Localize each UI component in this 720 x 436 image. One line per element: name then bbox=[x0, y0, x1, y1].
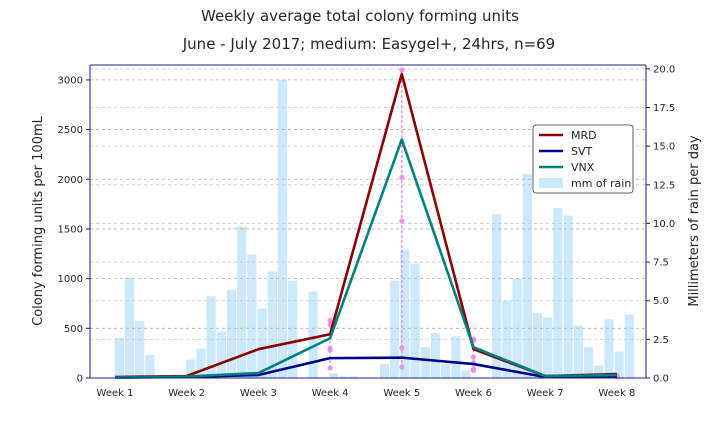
rain-bar bbox=[553, 207, 563, 378]
legend-label-svt: SVT bbox=[571, 145, 593, 158]
y2-axis-label: Millimeters of rain per day bbox=[687, 135, 702, 307]
x-tick-label: Week 4 bbox=[312, 388, 349, 399]
y-axis-label: Colony forming units per 100mL bbox=[31, 115, 46, 326]
rain-bar bbox=[624, 314, 634, 378]
rain-bar bbox=[522, 173, 532, 378]
y-tick-label: 2500 bbox=[58, 125, 83, 136]
sample-point bbox=[399, 345, 405, 351]
rain-bar bbox=[216, 331, 226, 378]
rain-bar bbox=[573, 325, 583, 378]
y-tick-label: 1000 bbox=[58, 274, 83, 285]
x-tick-label: Week 1 bbox=[97, 388, 134, 399]
rain-bar bbox=[124, 277, 135, 378]
x-tick-label: Week 8 bbox=[598, 388, 635, 399]
sample-point bbox=[399, 67, 405, 73]
legend-box bbox=[532, 124, 634, 194]
sample-point bbox=[399, 218, 405, 224]
legend: MRD SVT VNX mm of rain bbox=[532, 124, 634, 194]
rain-bar bbox=[308, 291, 318, 378]
y-tick-label: 3000 bbox=[58, 75, 83, 86]
rain-bar bbox=[247, 254, 257, 378]
y-tick-label: 2000 bbox=[58, 175, 83, 186]
y-tick-label: 500 bbox=[64, 324, 83, 335]
y2-tick-label: 7.5 bbox=[653, 258, 669, 269]
x-tick-label: Week 6 bbox=[455, 388, 492, 399]
plot-area: 0 500 1000 1500 2000 2500 3000 0.0 2.5 5.0 7.5 10.0… bbox=[58, 64, 676, 399]
rain-bar bbox=[441, 364, 451, 378]
x-tick-label: Week 5 bbox=[383, 388, 420, 399]
rain-bar bbox=[226, 289, 237, 378]
sample-point bbox=[399, 364, 405, 370]
rain-bar bbox=[267, 271, 277, 378]
x-tick-label: Week 3 bbox=[240, 388, 277, 399]
x-tick-label: Week 7 bbox=[527, 388, 564, 399]
rain-bar bbox=[420, 347, 430, 378]
rain-bar bbox=[237, 226, 247, 378]
y2-tick-label: 0.0 bbox=[653, 374, 669, 385]
sample-point bbox=[399, 174, 405, 180]
rain-bar bbox=[288, 280, 298, 378]
y-tick-label: 1500 bbox=[58, 224, 83, 235]
rain-bar bbox=[614, 351, 624, 378]
y2-tick-label: 15.0 bbox=[653, 142, 675, 153]
rain-bar bbox=[186, 359, 196, 378]
rain-bar bbox=[492, 214, 502, 378]
sample-point bbox=[327, 365, 333, 371]
sample-point bbox=[327, 347, 333, 353]
rain-bar bbox=[410, 263, 420, 378]
rain-bar bbox=[135, 320, 145, 378]
rain-bar bbox=[461, 370, 471, 378]
rain-bar bbox=[349, 376, 359, 378]
y-tick-label: 0 bbox=[77, 374, 83, 385]
y2-tick-label: 10.0 bbox=[653, 219, 675, 230]
rain-bar bbox=[390, 280, 400, 378]
sample-point bbox=[470, 354, 477, 360]
y2-tick-label: 2.5 bbox=[653, 335, 669, 346]
chart-title: Weekly average total colony forming unit… bbox=[201, 7, 519, 25]
legend-label-rain: mm of rain bbox=[571, 177, 631, 190]
legend-label-vnx: VNX bbox=[571, 161, 595, 174]
rain-bar bbox=[451, 336, 461, 378]
rain-bar bbox=[430, 333, 441, 378]
rain-bar bbox=[563, 215, 573, 378]
rain-bar bbox=[532, 313, 543, 378]
rain-bar bbox=[583, 347, 594, 378]
rain-bar bbox=[196, 348, 206, 378]
sample-point bbox=[470, 367, 477, 374]
rain-bar bbox=[114, 337, 124, 378]
y2-tick-label: 17.5 bbox=[653, 103, 675, 114]
rain-bar bbox=[604, 319, 614, 378]
y2-tick-label: 20.0 bbox=[653, 64, 675, 75]
legend-swatch-rain bbox=[539, 178, 563, 188]
rain-bar bbox=[400, 249, 410, 378]
rain-bar bbox=[206, 296, 216, 378]
rain-bar bbox=[543, 317, 553, 378]
rain-bar bbox=[339, 376, 349, 378]
sample-point bbox=[327, 317, 333, 323]
x-tick-label: Week 2 bbox=[168, 388, 205, 399]
y2-tick-label: 12.5 bbox=[653, 180, 675, 191]
rain-bar bbox=[328, 373, 339, 378]
rain-bar bbox=[594, 365, 604, 378]
rain-bar bbox=[257, 308, 267, 378]
rain-bar bbox=[379, 364, 390, 378]
series-line-vnx bbox=[114, 138, 617, 379]
legend-label-mrd: MRD bbox=[571, 129, 597, 142]
y2-tick-label: 5.0 bbox=[653, 296, 669, 307]
rain-bar bbox=[145, 354, 155, 378]
chart-subtitle: June - July 2017; medium: Easygel+, 24hr… bbox=[182, 35, 555, 53]
